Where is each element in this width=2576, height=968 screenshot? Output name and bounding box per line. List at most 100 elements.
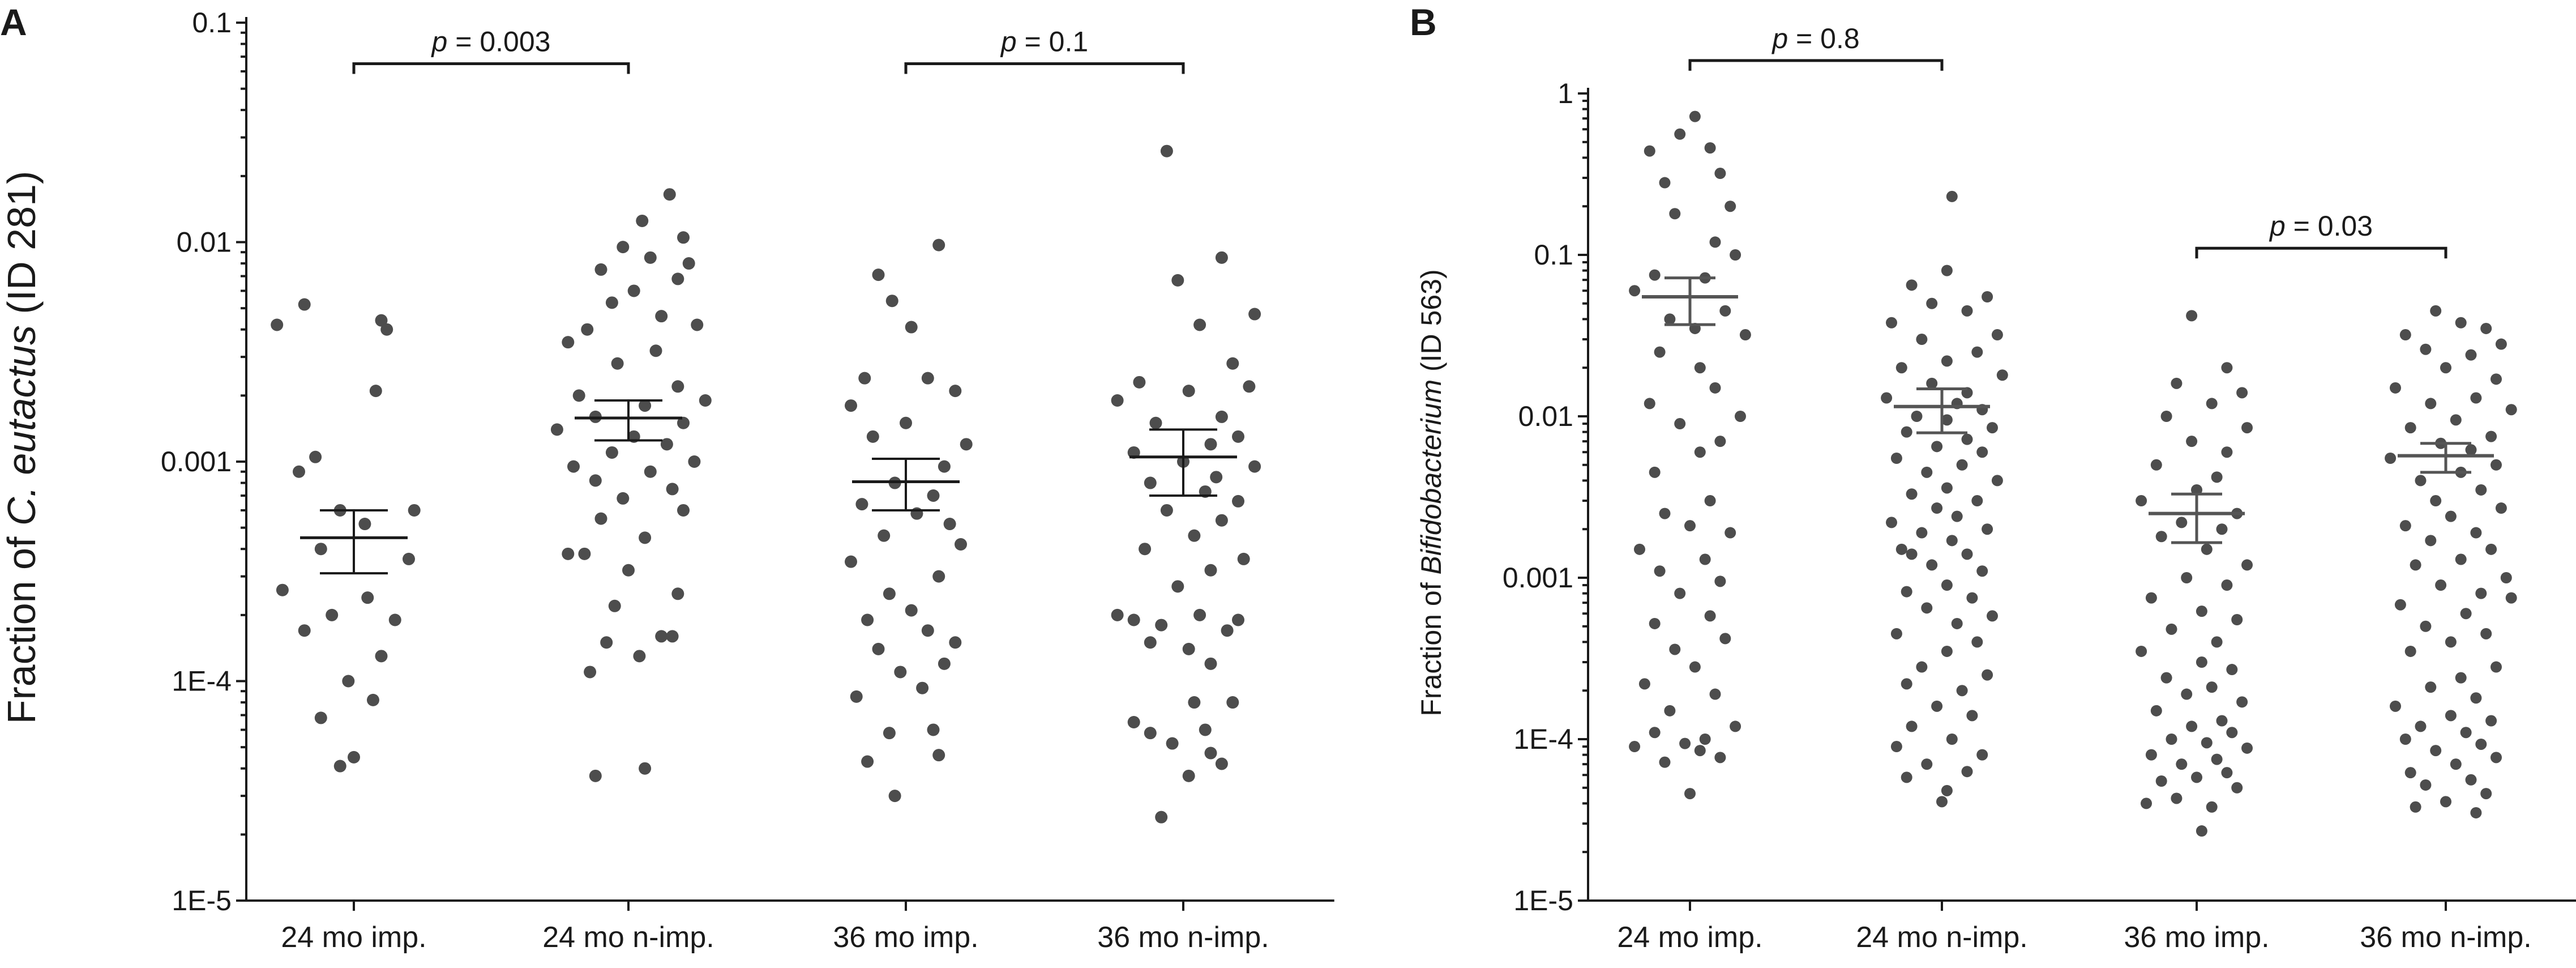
data-point: [927, 723, 940, 736]
data-point: [1714, 168, 1726, 180]
data-point: [1243, 380, 1256, 393]
data-point: [380, 323, 393, 336]
data-point: [2445, 510, 2457, 522]
y-tick-label: 0.001: [1503, 562, 1573, 594]
data-point: [1730, 720, 1741, 732]
data-point: [2480, 628, 2492, 639]
p-value-text: = 0.03: [2286, 210, 2373, 242]
data-point: [2241, 559, 2253, 571]
data-point: [2171, 792, 2183, 804]
data-point: [1719, 305, 1731, 317]
data-point: [2505, 592, 2517, 604]
data-point: [1182, 769, 1195, 782]
data-point: [2465, 444, 2477, 456]
data-point: [1144, 476, 1157, 489]
data-point: [2176, 758, 2188, 770]
data-point: [1171, 580, 1184, 593]
data-point: [677, 504, 690, 517]
data-point: [1193, 318, 1206, 331]
y-axis-title-suffix: (ID 563): [1415, 269, 1447, 379]
data-point: [1941, 414, 1953, 426]
data-point: [1886, 517, 1897, 528]
data-point: [1941, 355, 1953, 367]
data-point: [1946, 734, 1958, 745]
data-point: [649, 344, 662, 357]
data-point: [2440, 796, 2451, 808]
data-point: [572, 389, 585, 402]
data-point: [567, 460, 580, 473]
data-point: [1160, 504, 1173, 517]
data-point: [1730, 249, 1741, 261]
data-point: [1654, 346, 1666, 358]
data-point: [298, 624, 311, 637]
data-point: [943, 518, 956, 531]
data-point: [2470, 692, 2482, 704]
panel-letter: B: [1410, 1, 1437, 43]
data-point: [921, 372, 934, 385]
data-point: [2450, 414, 2462, 426]
data-point: [1901, 586, 1912, 598]
data-point: [2491, 459, 2502, 471]
data-point: [2495, 502, 2507, 514]
y-tick-label: 0.01: [177, 227, 232, 258]
data-point: [677, 416, 690, 429]
series-4: [2385, 305, 2517, 818]
data-point: [2415, 475, 2427, 487]
data-point: [2201, 543, 2213, 555]
x-category-label: 24 mo imp.: [1617, 921, 1762, 954]
x-category-label: 24 mo n-imp.: [542, 921, 714, 954]
data-point: [2221, 767, 2233, 779]
data-point: [1248, 460, 1261, 473]
data-point: [1182, 385, 1195, 398]
y-tick-label: 0.1: [1534, 239, 1573, 271]
data-point: [326, 608, 339, 621]
data-point: [1895, 543, 1907, 555]
data-point: [1644, 145, 1655, 157]
data-point: [622, 564, 635, 577]
data-point: [1669, 208, 1681, 220]
data-point: [2160, 411, 2172, 422]
y-tick-label: 0.1: [192, 7, 232, 39]
p-value-label: p = 0.003: [431, 25, 551, 57]
data-point: [1221, 624, 1234, 637]
data-point: [883, 727, 896, 740]
p-value-label: p = 0.03: [2269, 210, 2373, 242]
data-point: [905, 321, 918, 334]
data-point: [2145, 592, 2157, 604]
data-point: [872, 642, 885, 655]
data-point: [2171, 377, 2183, 389]
data-point: [2186, 720, 2198, 732]
data-point: [2460, 608, 2472, 620]
data-point: [1199, 723, 1212, 736]
significance-bracket: [2195, 246, 2447, 259]
data-point: [2136, 495, 2147, 507]
data-point: [1629, 741, 1641, 753]
data-point: [1689, 110, 1701, 122]
data-point: [2201, 737, 2213, 749]
data-point: [361, 591, 374, 604]
data-point: [1704, 142, 1716, 154]
p-value-symbol: p: [2269, 210, 2286, 242]
data-point: [1926, 377, 1938, 389]
data-point: [639, 399, 652, 412]
y-tick-label: 1E-4: [172, 666, 232, 697]
data-point: [2221, 579, 2233, 591]
data-point: [2206, 801, 2218, 813]
data-point: [655, 310, 668, 323]
data-point: [562, 547, 575, 560]
data-point: [2415, 720, 2427, 732]
data-point: [608, 599, 621, 612]
data-point: [1941, 784, 1953, 796]
data-point: [885, 295, 898, 308]
data-point: [1674, 587, 1686, 599]
data-point: [1664, 705, 1676, 717]
significance-bracket: [904, 62, 1185, 74]
data-point: [1629, 285, 1641, 297]
data-point: [605, 446, 618, 459]
series-2: [1881, 190, 2008, 808]
p-value-text: = 0.003: [447, 25, 550, 57]
data-point: [927, 489, 940, 502]
data-point: [932, 238, 945, 251]
data-point: [2455, 553, 2467, 565]
data-point: [1921, 758, 1933, 770]
